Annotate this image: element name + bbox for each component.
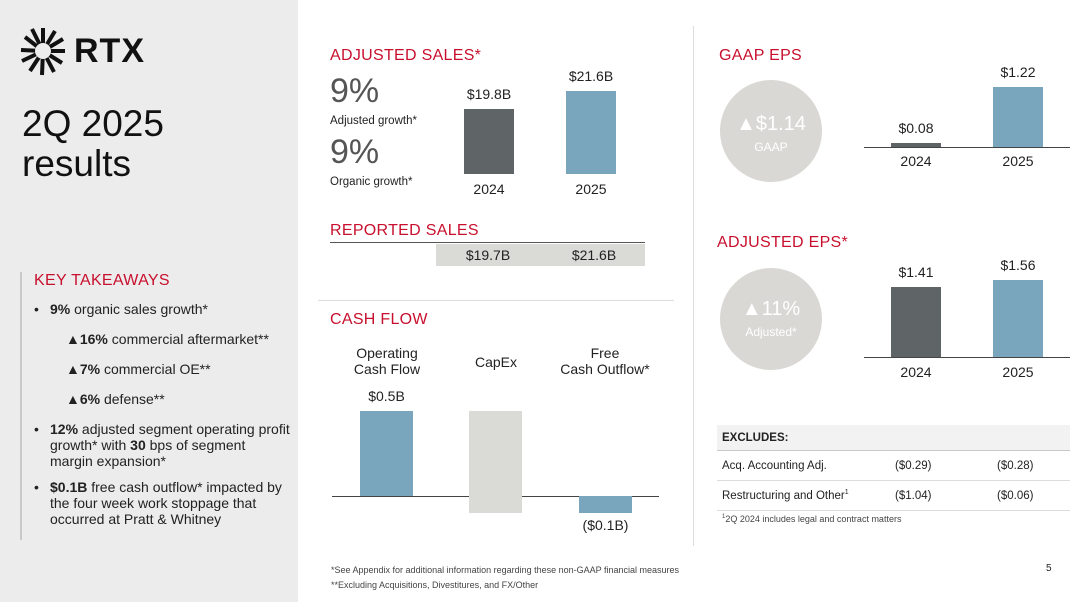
- adj-value-label-2024: $1.41: [898, 264, 934, 281]
- logo-wordmark: RTX: [74, 31, 145, 70]
- sub-bullet-defense: ▲6% defense**: [66, 391, 165, 407]
- reported-sales-2024: $19.7B: [465, 247, 511, 263]
- page-number: 5: [1046, 563, 1052, 574]
- gaap-eps-delta: ▲$1.14: [736, 113, 806, 135]
- gaap-axis: [864, 147, 1070, 148]
- footnote-excluding: **Excluding Acquisitions, Divestitures, …: [331, 580, 539, 590]
- adjusted-eps-title: ADJUSTED EPS*: [717, 234, 849, 251]
- excludes-note: 12Q 2024 includes legal and contract mat…: [722, 514, 902, 524]
- gaap-eps-title: GAAP EPS: [719, 47, 803, 64]
- gaap-bar-2025: [993, 87, 1043, 147]
- sales-year-label-2024: 2024: [473, 181, 505, 197]
- adjusted-eps-delta-circle: ▲11% Adjusted*: [720, 268, 822, 370]
- left-panel: RTX 2Q 2025 results KEY TAKEAWAYS 9% org…: [0, 0, 298, 602]
- bullet-organic: 9% organic sales growth*: [34, 301, 290, 317]
- adj-bar-2025: [993, 280, 1043, 357]
- organic-growth-value: 9%: [330, 133, 380, 171]
- cf-value-label-free-cash: ($0.1B): [582, 517, 629, 533]
- adjusted-growth-value: 9%: [330, 72, 380, 110]
- horizontal-divider: [318, 300, 674, 301]
- gaap-year-label-2025: 2025: [1002, 153, 1034, 169]
- rtx-logo: RTX: [20, 26, 145, 76]
- sales-bar-2025: [566, 91, 616, 174]
- sales-value-label-2025: $21.6B: [568, 68, 614, 84]
- reported-sales-2025: $21.6B: [571, 247, 617, 263]
- adj-bar-2024: [891, 287, 941, 357]
- table-row: Acq. Accounting Adj. ($0.29) ($0.28): [717, 451, 1070, 481]
- gaap-year-label-2024: 2024: [900, 153, 932, 169]
- footnote-non-gaap: *See Appendix for additional information…: [331, 565, 680, 575]
- sales-bar-2024: [464, 109, 514, 174]
- bullet-segment-profit: 12% adjusted segment operating profit gr…: [34, 421, 290, 469]
- reported-sales-title: REPORTED SALES: [330, 222, 479, 239]
- rtx-sunburst-icon: [20, 28, 65, 76]
- adj-axis: [864, 357, 1070, 358]
- sales-value-label-2024: $19.8B: [466, 86, 512, 102]
- adj-year-label-2024: 2024: [900, 364, 932, 380]
- adjusted-growth-label: Adjusted growth*: [330, 115, 417, 127]
- cf-bar-operating-cash-flow: [360, 411, 413, 496]
- gaap-eps-delta-circle: ▲$1.14 GAAP: [720, 80, 822, 182]
- cash-flow-title: CASH FLOW: [330, 311, 428, 328]
- vertical-divider: [693, 26, 694, 546]
- sub-bullet-aftermarket: ▲16% commercial aftermarket**: [66, 331, 269, 347]
- gaap-bar-2024: [891, 143, 941, 147]
- bullet-free-cash: $0.1B free cash outflow* impacted by the…: [34, 479, 290, 527]
- excludes-header-row: EXCLUDES:: [717, 425, 1070, 451]
- cat-capex: CapEx: [474, 354, 518, 370]
- page-title: 2Q 2025 results: [22, 103, 164, 184]
- reported-sales-rule: [330, 242, 645, 243]
- adjusted-eps-delta-label: Adjusted*: [745, 325, 797, 339]
- cat-operating-cash-flow: Operating Cash Flow: [353, 345, 421, 377]
- adjusted-eps-delta: ▲11%: [741, 298, 801, 320]
- adj-year-label-2025: 2025: [1002, 364, 1034, 380]
- adjusted-sales-title: ADJUSTED SALES*: [330, 47, 482, 64]
- cf-bar-capex: [469, 411, 522, 513]
- gaap-value-label-2025: $1.22: [1000, 64, 1036, 80]
- sub-bullet-oe: ▲7% commercial OE**: [66, 361, 211, 377]
- reported-sales-box: [436, 244, 645, 266]
- adj-value-label-2025: $1.56: [1000, 257, 1036, 273]
- gaap-eps-delta-label: GAAP: [754, 140, 788, 154]
- cat-free-cash-outflow: Free Cash Outflow*: [560, 345, 650, 377]
- organic-growth-label: Organic growth*: [330, 176, 413, 188]
- key-takeaways-title: KEY TAKEAWAYS: [34, 272, 170, 289]
- excludes-table: EXCLUDES: Acq. Accounting Adj. ($0.29) (…: [717, 425, 1070, 511]
- table-row: Restructuring and Other1 ($1.04) ($0.06): [717, 481, 1070, 511]
- cf-value-label-operating: $0.5B: [368, 388, 405, 404]
- gaap-value-label-2024: $0.08: [898, 120, 934, 137]
- cf-bar-free-cash-outflow: [579, 496, 632, 513]
- key-takeaways: KEY TAKEAWAYS 9% organic sales growth* ▲…: [20, 272, 290, 540]
- sales-year-label-2025: 2025: [575, 181, 607, 197]
